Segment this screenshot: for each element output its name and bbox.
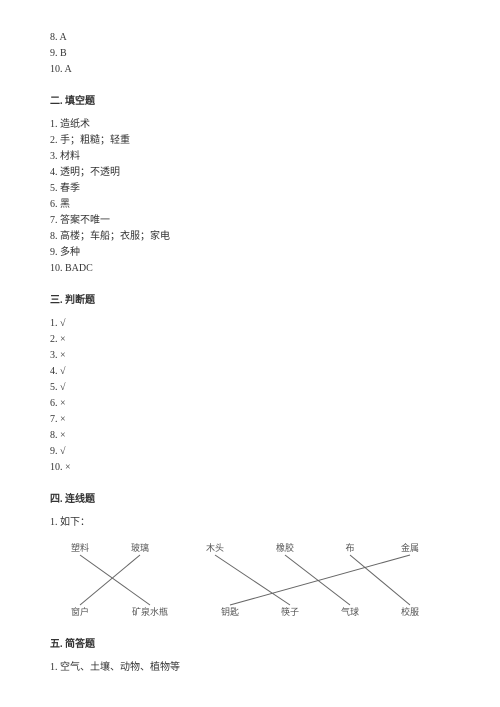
- section4-title: 四. 连线题: [50, 490, 450, 505]
- section2-item: 3. 材料: [50, 149, 450, 165]
- matching-node-label: 橡胶: [276, 542, 294, 553]
- top-answer-item: 9. B: [50, 46, 450, 62]
- section5-item: 1. 空气、土壤、动物、植物等: [50, 660, 450, 676]
- section4-lead: 1. 如下：: [50, 515, 450, 531]
- matching-node-label: 布: [345, 542, 354, 553]
- section5-title: 五. 简答题: [50, 635, 450, 650]
- section5-list: 1. 空气、土壤、动物、植物等: [50, 660, 450, 676]
- section3-title: 三. 判断题: [50, 291, 450, 306]
- top-answers-list: 8. A9. B10. A: [50, 30, 450, 78]
- section3-item: 5. √: [50, 380, 450, 396]
- section2-item: 9. 多种: [50, 245, 450, 261]
- section2-title: 二. 填空题: [50, 92, 450, 107]
- section3-item: 10. ×: [50, 460, 450, 476]
- section2-item: 5. 春季: [50, 181, 450, 197]
- matching-node-label: 金属: [401, 542, 419, 553]
- section3-item: 9. √: [50, 444, 450, 460]
- section2-item: 4. 透明；不透明: [50, 165, 450, 181]
- matching-edge: [230, 555, 410, 605]
- section2-item: 2. 手；粗糙；轻重: [50, 133, 450, 149]
- matching-node-label: 木头: [206, 542, 224, 553]
- section4-body: 1. 如下： 塑料 玻璃 木头 橡胶 布 金属窗户 矿泉水瓶 钥匙 筷子 气球 校服: [50, 515, 450, 627]
- matching-diagram: 塑料 玻璃 木头 橡胶 布 金属窗户 矿泉水瓶 钥匙 筷子 气球 校服: [50, 537, 450, 627]
- top-answer-item: 8. A: [50, 30, 450, 46]
- section3-item: 8. ×: [50, 428, 450, 444]
- top-answer-item: 10. A: [50, 62, 450, 78]
- matching-edge: [350, 555, 410, 605]
- matching-node-label: 筷子: [281, 606, 299, 617]
- section2-item: 7. 答案不唯一: [50, 213, 450, 229]
- section3-item: 6. ×: [50, 396, 450, 412]
- section2-item: 1. 造纸术: [50, 117, 450, 133]
- matching-node-label: 矿泉水瓶: [132, 606, 168, 617]
- section3-item: 7. ×: [50, 412, 450, 428]
- matching-node-label: 窗户: [71, 606, 89, 617]
- matching-node-label: 塑料: [71, 542, 89, 553]
- section3-item: 4. √: [50, 364, 450, 380]
- section2-item: 10. BADC: [50, 261, 450, 277]
- section3-item: 1. √: [50, 316, 450, 332]
- matching-node-label: 校服: [401, 606, 419, 617]
- section3-item: 3. ×: [50, 348, 450, 364]
- section2-item: 8. 高楼；车船；衣服；家电: [50, 229, 450, 245]
- section3-list: 1. √2. ×3. ×4. √5. √6. ×7. ×8. ×9. √10. …: [50, 316, 450, 476]
- matching-edge: [80, 555, 150, 605]
- section3-item: 2. ×: [50, 332, 450, 348]
- matching-edge: [285, 555, 350, 605]
- matching-node-label: 玻璃: [131, 542, 149, 553]
- matching-node-label: 气球: [341, 606, 359, 617]
- matching-node-label: 钥匙: [221, 606, 239, 617]
- matching-edge: [215, 555, 290, 605]
- matching-edge: [80, 555, 140, 605]
- section2-item: 6. 黑: [50, 197, 450, 213]
- section2-list: 1. 造纸术2. 手；粗糙；轻重3. 材料4. 透明；不透明5. 春季6. 黑7…: [50, 117, 450, 277]
